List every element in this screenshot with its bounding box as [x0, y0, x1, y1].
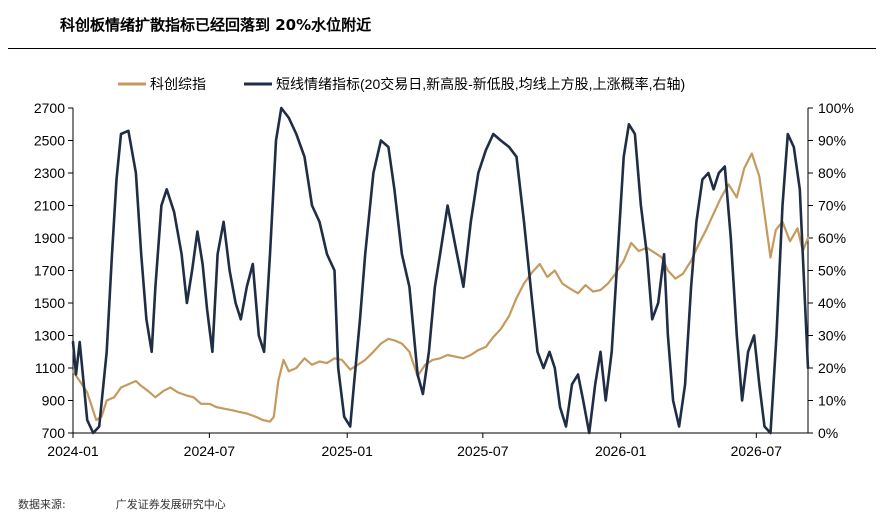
source-org: 广发证券发展研究中心	[115, 498, 226, 511]
legend: 科创综指 短线情绪指标(20交易日,新高股-新低股,均线上方股,上涨概率,右轴)	[118, 76, 685, 92]
right-tick-label: 10%	[818, 393, 846, 409]
left-tick-label: 1500	[34, 295, 65, 311]
source-note: 数据来源: 广发证券发展研究中心	[18, 496, 226, 512]
x-tick-label: 2026-01	[595, 443, 647, 459]
title-rule	[8, 48, 876, 49]
right-tick-label: 70%	[818, 198, 846, 214]
x-tick-label: 2024-01	[47, 443, 99, 459]
left-tick-label: 900	[42, 393, 66, 409]
x-tick-label: 2024-07	[184, 443, 236, 459]
left-tick-label: 700	[42, 425, 66, 441]
page-title: 科创板情绪扩散指标已经回落到 20%水位附近	[60, 16, 372, 34]
x-tick-label: 2026-07	[731, 443, 783, 459]
legend-label-sentiment: 短线情绪指标(20交易日,新高股-新低股,均线上方股,上涨概率,右轴)	[276, 76, 685, 92]
axes: 700 900 1100 1300 1500 1700 1900 2100 2300 2500 27…	[34, 100, 854, 459]
left-tick-label: 2100	[34, 198, 65, 214]
series-layer	[71, 106, 810, 435]
series-line-index	[71, 152, 810, 423]
left-tick-label: 1100	[35, 360, 65, 376]
x-tick-label: 2025-07	[457, 443, 509, 459]
right-tick-label: 80%	[818, 165, 846, 181]
left-tick-label: 1700	[34, 263, 65, 279]
chart: 科创综指 短线情绪指标(20交易日,新高股-新低股,均线上方股,上涨概率,右轴)…	[34, 76, 854, 459]
right-tick-label: 100%	[818, 100, 854, 116]
left-tick-label: 2300	[34, 165, 65, 181]
left-tick-label: 2700	[34, 100, 65, 116]
source-label: 数据来源:	[18, 498, 66, 511]
right-tick-label: 50%	[818, 263, 846, 279]
right-tick-label: 40%	[818, 295, 846, 311]
right-tick-label: 0%	[818, 425, 838, 441]
legend-label-index: 科创综指	[150, 76, 206, 92]
right-tick-label: 90%	[818, 133, 846, 149]
left-tick-label: 1900	[34, 230, 65, 246]
right-tick-label: 20%	[818, 360, 846, 376]
right-tick-label: 30%	[818, 328, 846, 344]
left-tick-label: 2500	[34, 133, 65, 149]
series-line-sentiment	[71, 106, 810, 435]
x-tick-label: 2025-01	[322, 443, 374, 459]
right-tick-label: 60%	[818, 230, 846, 246]
left-tick-label: 1300	[34, 328, 65, 344]
